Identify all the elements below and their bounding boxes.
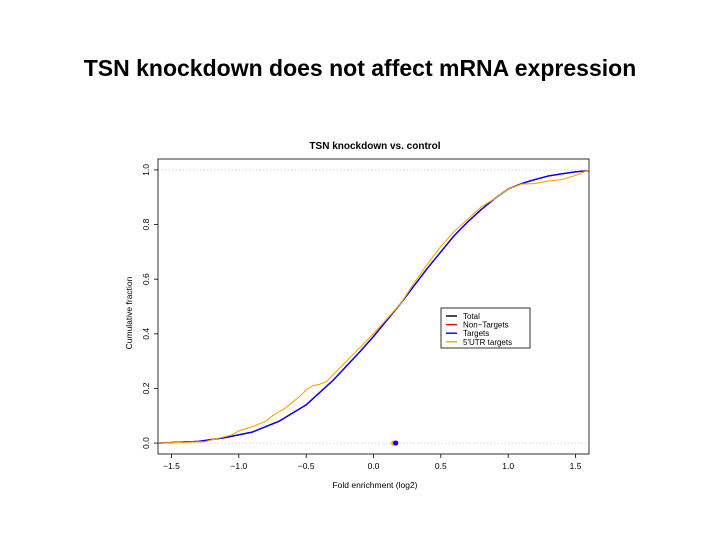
x-tick-label: 1.5 — [570, 461, 582, 471]
plot-frame — [157, 158, 590, 455]
x-tick-label: −0.5 — [298, 461, 315, 471]
legend-box — [440, 307, 531, 349]
chart-title: TSN knockdown vs. control — [309, 141, 440, 152]
series-line-0 — [157, 170, 590, 444]
legend-label: Non−Targets — [463, 321, 509, 330]
series-line-2 — [157, 170, 590, 444]
y-tick-label: 0.0 — [141, 437, 151, 449]
y-tick-label: 0.2 — [141, 382, 151, 394]
x-tick-label: 1.0 — [502, 461, 514, 471]
legend-label: Total — [463, 312, 480, 321]
legend-label: 5'UTR targets — [463, 338, 512, 347]
series-line-1 — [157, 170, 590, 444]
x-tick-label: 0.5 — [435, 461, 447, 471]
reference-lines — [158, 169, 589, 444]
x-axis: −1.5 −1.0 −0.5 0.0 0.5 1.0 1.5 — [163, 454, 582, 471]
x-tick-label: −1.0 — [230, 461, 247, 471]
y-tick-label: 1.0 — [141, 164, 151, 176]
y-axis: 0.0 0.2 0.4 0.6 0.8 1.0 — [141, 164, 158, 449]
y-tick-label: 0.8 — [141, 218, 151, 230]
x-tick-label: −1.5 — [163, 461, 180, 471]
x-axis-label: Fold enrichment (log2) — [332, 480, 417, 490]
y-axis-label: Cumulative fraction — [124, 276, 134, 349]
axis-marker-1 — [393, 440, 399, 446]
series-line-3 — [157, 169, 590, 444]
y-tick-label: 0.6 — [141, 273, 151, 285]
legend-label: Targets — [463, 329, 489, 338]
slide-title: TSN knockdown does not affect mRNA expre… — [83, 55, 637, 81]
series-layer — [157, 169, 590, 444]
axis-markers — [391, 440, 399, 446]
x-tick-label: 0.0 — [368, 461, 380, 471]
y-tick-label: 0.4 — [141, 328, 151, 340]
